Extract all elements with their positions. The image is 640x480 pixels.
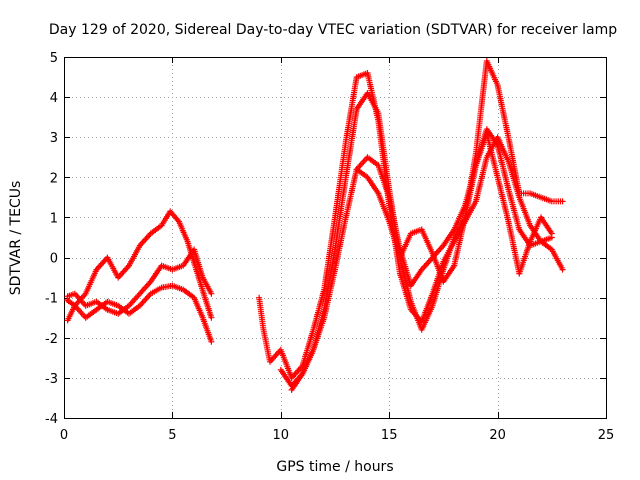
data-point (208, 290, 215, 297)
x-tick-label: 15 (381, 428, 398, 443)
data-point (559, 198, 566, 205)
x-tick-label: 20 (489, 428, 506, 443)
x-tick-label: 5 (168, 428, 176, 443)
data-point (559, 266, 566, 273)
y-tick-label: -3 (45, 372, 58, 387)
x-tick-label: 25 (598, 428, 615, 443)
y-tick-label: 2 (50, 171, 58, 186)
series-track-7 (353, 130, 555, 285)
data-point (208, 314, 215, 321)
y-tick-label: 3 (50, 131, 58, 146)
data-point (548, 230, 555, 237)
y-tick-label: -1 (45, 292, 58, 307)
series-track-5 (277, 58, 566, 389)
y-tick-label: 1 (50, 211, 58, 226)
y-tick-label: -2 (45, 332, 58, 347)
x-tick-label: 10 (273, 428, 290, 443)
x-axis-label: GPS time / hours (276, 459, 393, 475)
y-tick-label: 4 (50, 91, 58, 106)
data-points (64, 58, 566, 393)
y-axis-label: SDTVAR / TECUs (8, 181, 24, 296)
x-tick-label: 0 (60, 428, 68, 443)
y-tick-label: -4 (45, 412, 58, 427)
chart-title: Day 129 of 2020, Sidereal Day-to-day VTE… (49, 22, 617, 38)
y-tick-label: 0 (50, 252, 58, 267)
y-tick-label: 5 (50, 51, 58, 66)
series-track-3 (64, 282, 215, 345)
plot-frame (64, 57, 607, 419)
data-point (208, 338, 215, 345)
axis-ticks: 0 5 10 15 20 25 -4 -3 -2 -1 0 1 2 3 4 5 (45, 51, 614, 443)
